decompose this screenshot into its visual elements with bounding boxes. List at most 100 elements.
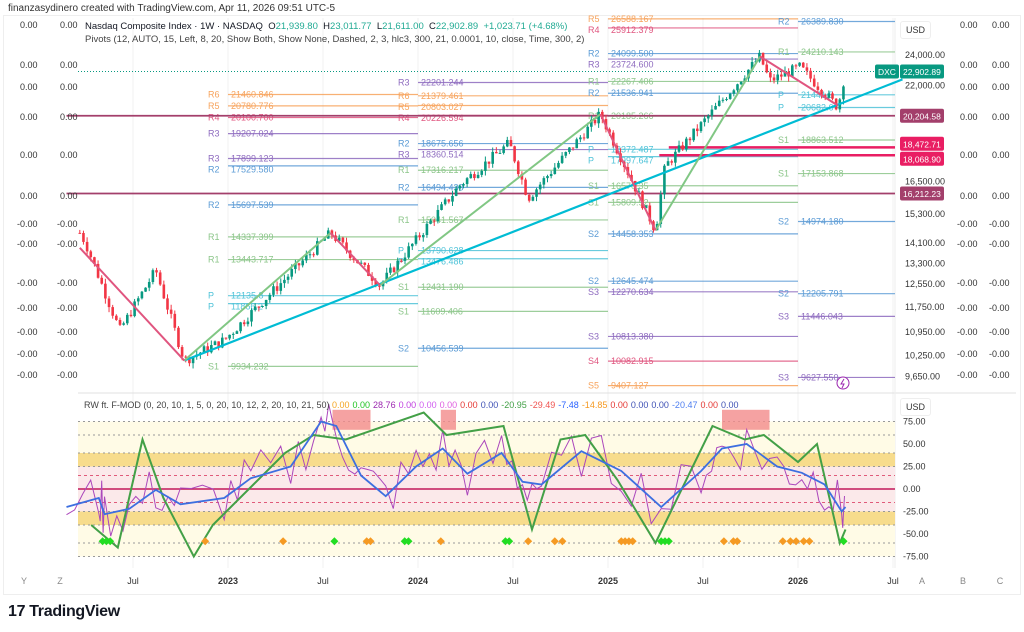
pivot-label: R2 (778, 16, 790, 26)
pivot-label: R3 (208, 129, 220, 139)
candle (363, 262, 367, 265)
green-signal-marker (404, 537, 413, 546)
oscillator-values: 0.00 0.00 28.76 0.00 0.00 0.00 0.00 0.00 -20.95-… (332, 400, 742, 410)
pivot-value: 14337.399 (231, 232, 274, 242)
time-axis-label: 2024 (408, 576, 428, 586)
pivot-label: P (208, 291, 214, 301)
aux-scale-label: 0.00 (20, 60, 38, 70)
candle (513, 146, 516, 162)
oscillator-tick-label: 25.00 (903, 462, 926, 472)
pivot-label: P (778, 103, 784, 113)
candle (816, 86, 820, 90)
candle (670, 161, 674, 163)
aux-scale-label: -0.00 (57, 370, 78, 380)
pivot-value: 19207.024 (231, 129, 274, 139)
oscillator-value: 0.00 (460, 400, 478, 410)
oscillator-value: -14.85 (581, 400, 608, 410)
oscillator-currency-label[interactable]: USD (900, 398, 932, 416)
candle (290, 269, 294, 277)
candle (432, 220, 436, 222)
pivots-indicator-legend[interactable]: Pivots (12, AUTO, 15, Left, 8, 20, Show … (85, 34, 585, 45)
candle (268, 294, 272, 300)
pivot-value: 24210.143 (801, 47, 844, 57)
time-axis-button[interactable]: Z (57, 576, 63, 586)
candle (374, 280, 378, 286)
candle (136, 298, 140, 302)
time-axis-button[interactable]: Y (21, 576, 27, 586)
main-legend[interactable]: Nasdaq Composite Index · 1W · NASDAQ O21… (85, 21, 567, 32)
pivot-value: 20100.700 (231, 113, 274, 123)
zigzag-up-line (183, 232, 332, 362)
candle (93, 257, 96, 264)
time-axis-button[interactable]: B (960, 576, 966, 586)
candle (118, 319, 122, 325)
pivot-label: S5 (588, 381, 599, 391)
time-axis-button[interactable]: C (997, 576, 1004, 586)
aux-scale-label: 0.00 (20, 112, 38, 122)
candle (491, 151, 494, 164)
level-price-badge: 18,068.90 (903, 154, 941, 164)
close-label: C (429, 21, 436, 32)
candle (129, 314, 133, 317)
last-price-badge: 22,902.89 (903, 67, 941, 77)
pivot-label: S1 (398, 306, 409, 316)
orange-signal-marker (719, 537, 728, 546)
symbol-title[interactable]: Nasdaq Composite Index · 1W · NASDAQ (85, 21, 263, 32)
pivot-label: S3 (778, 311, 789, 321)
pivot-value: 21441.5 (801, 90, 834, 100)
time-axis-label: 2023 (218, 576, 238, 586)
aux-scale-label: 0.00 (960, 191, 978, 201)
orange-signal-marker (201, 537, 210, 546)
pivot-value: 10456.539 (421, 343, 464, 353)
candle (506, 139, 509, 147)
aux-scale-label: -0.00 (989, 303, 1010, 313)
candle (188, 357, 191, 364)
pivot-value: 22267.406 (611, 76, 654, 86)
pivot-value: 26389.830 (801, 16, 844, 26)
pivot-label: S1 (778, 169, 789, 179)
chart-frame (3, 15, 1021, 595)
candle (411, 243, 414, 247)
high-label: H (323, 21, 331, 32)
open-value: 21,939.80 (275, 21, 318, 32)
time-axis-button[interactable]: A (919, 576, 925, 586)
candle (725, 98, 728, 100)
candle (246, 321, 250, 325)
symbol-badge-bg (875, 64, 899, 79)
oscillator-title[interactable]: RW ft. F-MOD (0, 20, 10, 1, 5, 0, 20, 10… (84, 400, 330, 410)
orange-signal-marker (786, 537, 795, 546)
pivot-value: 14974.180 (801, 217, 844, 227)
candle (392, 267, 396, 273)
candle (473, 174, 476, 179)
aux-scale-label: 0.00 (992, 82, 1010, 92)
candle (487, 161, 491, 164)
price-currency-label[interactable]: USD (900, 21, 932, 39)
candle (644, 205, 648, 209)
candle (429, 220, 432, 224)
candle (418, 235, 421, 238)
candle (297, 263, 301, 266)
candle (316, 241, 319, 255)
candle (261, 305, 264, 307)
candle (703, 118, 706, 123)
pivot-label: S2 (778, 289, 789, 299)
aux-scale-label: 0.00 (960, 112, 978, 122)
candle (96, 263, 100, 278)
aux-scale-label: 0.00 (992, 20, 1010, 30)
candle (294, 263, 297, 270)
pivot-label: S1 (208, 361, 219, 371)
lightning-alert-icon (836, 376, 850, 390)
tradingview-brand[interactable]: 17 TradingView (8, 603, 120, 621)
aux-scale-label: 0.00 (960, 20, 978, 30)
pivot-label: R2 (588, 88, 600, 98)
low-label: L (376, 21, 383, 32)
green-signal-marker (330, 537, 339, 546)
candle (305, 254, 308, 261)
candle (191, 356, 195, 364)
oscillator-tick-label: -25.00 (903, 507, 929, 517)
candle (732, 90, 736, 94)
candle (608, 129, 611, 133)
pivot-label: R5 (208, 101, 220, 111)
oscillator-legend[interactable]: RW ft. F-MOD (0, 20, 10, 1, 5, 0, 20, 10… (84, 400, 742, 410)
